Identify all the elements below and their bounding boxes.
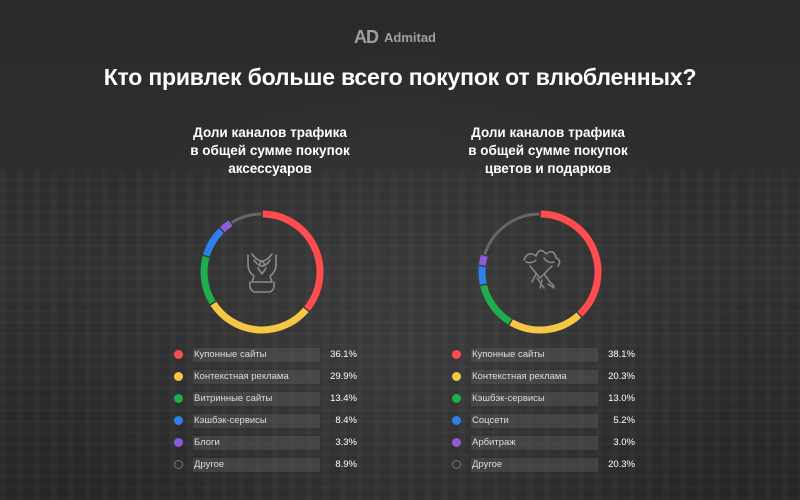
legend-bar bbox=[471, 392, 598, 406]
chart-title: Доли каналов трафика в общей сумме покуп… bbox=[468, 125, 628, 176]
legend-color-dot bbox=[174, 394, 183, 403]
legend-bar bbox=[193, 458, 320, 472]
legend-row: Купонные сайты 36.1% bbox=[174, 346, 360, 368]
chart-legend: Купонные сайты 38.1% Контекстная реклама 20… bbox=[452, 346, 638, 478]
legend-bar bbox=[193, 414, 320, 428]
legend-label: Кэшбэк-сервисы bbox=[472, 393, 545, 404]
donut-chart bbox=[200, 210, 324, 334]
legend-value: 8.4% bbox=[335, 415, 357, 426]
page-title: Кто привлек больше всего покупок от влюб… bbox=[103, 64, 697, 90]
legend-value: 36.1% bbox=[330, 349, 357, 360]
donut-segment-3 bbox=[480, 284, 512, 325]
legend-row: Другое 20.3% bbox=[452, 456, 638, 478]
legend-row: Контекстная реклама 29.9% bbox=[174, 368, 360, 390]
donut-chart bbox=[478, 210, 602, 334]
legend-value: 20.3% bbox=[608, 371, 635, 382]
legend-label: Арбитраж bbox=[472, 437, 516, 448]
donut-segment-2 bbox=[509, 312, 582, 334]
legend-row: Другое 8.9% bbox=[174, 456, 360, 478]
donut-segment-6 bbox=[483, 212, 540, 255]
legend-row: Кэшбэк-сервисы 8.4% bbox=[174, 412, 360, 434]
legend-value: 3.3% bbox=[335, 437, 357, 448]
legend-label: Кэшбэк-сервисы bbox=[194, 415, 267, 426]
logo-name: Admitad bbox=[384, 29, 436, 45]
legend-color-dot bbox=[452, 372, 461, 381]
legend-bar bbox=[193, 348, 320, 362]
legend-row: Кэшбэк-сервисы 13.0% bbox=[452, 390, 638, 412]
city-texture bbox=[0, 170, 800, 500]
legend-label: Соцсети bbox=[472, 415, 509, 426]
legend-bar bbox=[471, 348, 598, 362]
legend-color-dot bbox=[174, 416, 183, 425]
chart-panel-flowers-gifts: Доли каналов трафика в общей сумме покуп… bbox=[418, 124, 678, 472]
logo-mark-icon: AD bbox=[354, 26, 379, 47]
legend-value: 13.4% bbox=[330, 393, 357, 404]
chart-title: Доли каналов трафика в общей сумме покуп… bbox=[190, 125, 350, 176]
legend-bar bbox=[471, 414, 598, 428]
legend-label: Купонные сайты bbox=[194, 349, 267, 360]
legend-color-dot bbox=[174, 372, 183, 381]
legend-value: 20.3% bbox=[608, 459, 635, 470]
donut-segment-6 bbox=[231, 212, 262, 224]
donut-segment-1 bbox=[540, 210, 602, 317]
legend-value: 29.9% bbox=[330, 371, 357, 382]
donut-segment-4 bbox=[203, 228, 224, 257]
legend-bar bbox=[471, 370, 598, 384]
legend-color-dot bbox=[174, 460, 183, 469]
legend-color-dot bbox=[452, 350, 461, 359]
donut-segment-5 bbox=[478, 254, 488, 266]
flower-bouquet-icon bbox=[523, 249, 561, 289]
legend-row: Арбитраж 3.0% bbox=[452, 434, 638, 456]
legend-value: 5.2% bbox=[613, 415, 635, 426]
donut-segment-1 bbox=[262, 210, 324, 311]
legend-row: Контекстная реклама 20.3% bbox=[452, 368, 638, 390]
legend-bar bbox=[193, 370, 320, 384]
legend-bar bbox=[193, 392, 320, 406]
legend-label: Блоги bbox=[194, 437, 220, 448]
legend-row: Купонные сайты 38.1% bbox=[452, 346, 638, 368]
legend-color-dot bbox=[452, 438, 461, 447]
donut-segment-5 bbox=[219, 220, 233, 233]
legend-value: 38.1% bbox=[608, 349, 635, 360]
legend-color-dot bbox=[452, 394, 461, 403]
brand-logo: AD Admitad bbox=[354, 26, 436, 48]
legend-label: Другое bbox=[194, 459, 225, 470]
legend-color-dot bbox=[452, 460, 461, 469]
legend-value: 13.0% bbox=[608, 393, 635, 404]
legend-label: Контекстная реклама bbox=[472, 371, 567, 382]
legend-value: 8.9% bbox=[335, 459, 357, 470]
legend-label: Другое bbox=[472, 459, 503, 470]
legend-label: Контекстная реклама bbox=[194, 371, 289, 382]
legend-bar bbox=[471, 436, 598, 450]
donut-segment-4 bbox=[478, 266, 487, 285]
legend-color-dot bbox=[174, 438, 183, 447]
legend-row: Витринные сайты 13.4% bbox=[174, 390, 360, 412]
legend-color-dot bbox=[174, 350, 183, 359]
legend-bar bbox=[193, 436, 320, 450]
donut-segment-2 bbox=[210, 301, 309, 334]
legend-value: 3.0% bbox=[613, 437, 635, 448]
legend-row: Блоги 3.3% bbox=[174, 434, 360, 456]
donut-segment-3 bbox=[200, 255, 216, 305]
chart-legend: Купонные сайты 36.1% Контекстная реклама 29… bbox=[174, 346, 360, 478]
legend-row: Соцсети 5.2% bbox=[452, 412, 638, 434]
legend-label: Купонные сайты bbox=[472, 349, 545, 360]
legend-bar bbox=[471, 458, 598, 472]
chart-panel-accessories: Доли каналов трафика в общей сумме покуп… bbox=[140, 124, 400, 472]
legend-color-dot bbox=[452, 416, 461, 425]
legend-label: Витринные сайты bbox=[194, 393, 273, 404]
necklace-icon bbox=[247, 253, 277, 293]
